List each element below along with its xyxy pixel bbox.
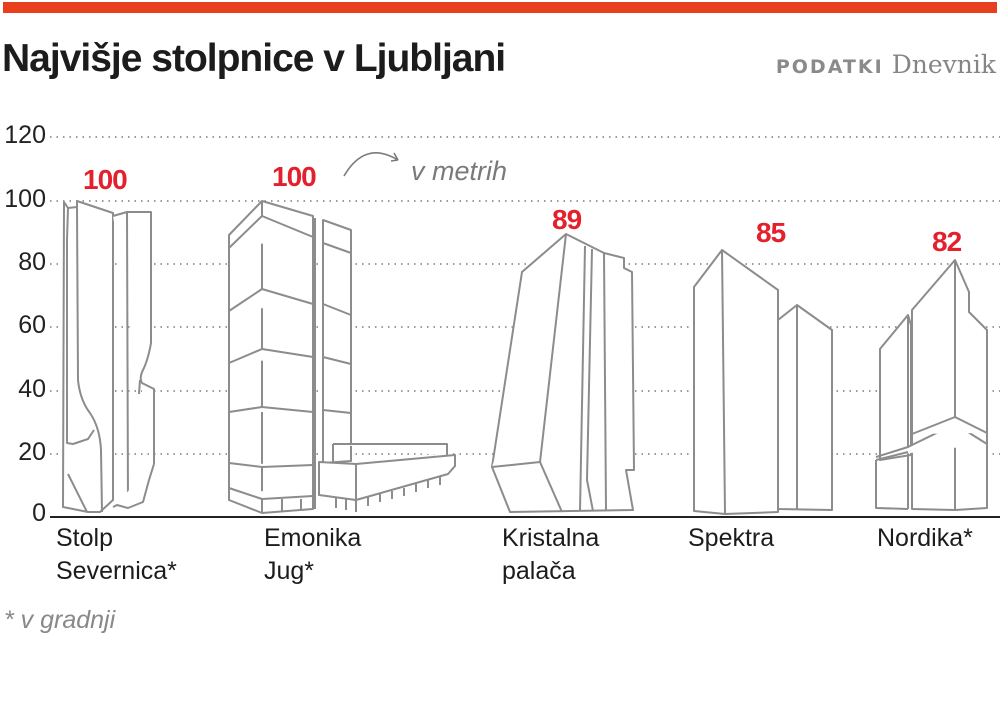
y-tick-0: 0: [32, 499, 46, 527]
category-label-spektra: Spektra: [688, 524, 775, 552]
unit-arrow-icon: [343, 152, 399, 177]
value-label-kristalna-palaca: 89: [552, 204, 582, 235]
building-kristalna-palaca: [491, 233, 635, 513]
unit-annotation: v metrih: [411, 156, 508, 186]
building-spektra: [693, 249, 833, 515]
value-label-stolp-severnica: 100: [83, 164, 128, 195]
category-label-stolp-severnica: Stolp Severnica*: [56, 524, 177, 585]
y-tick-20: 20: [18, 438, 46, 466]
y-tick-100: 100: [4, 185, 46, 213]
value-label-emonika-jug: 100: [272, 161, 317, 192]
y-tick-120: 120: [4, 121, 46, 149]
top-accent-bar: [3, 2, 997, 13]
chart-title: Najvišje stolpnice v Ljubljani: [2, 37, 506, 80]
building-emonika-jug: [228, 200, 456, 514]
footnote: * v gradnji: [4, 606, 116, 634]
y-tick-80: 80: [18, 248, 46, 276]
value-label-spektra: 85: [756, 217, 786, 248]
category-label-emonika-jug: Emonika Jug*: [264, 524, 362, 585]
brand-name: Dnevnik: [891, 50, 996, 79]
y-tick-40: 40: [18, 375, 46, 403]
brand-section: PODATKI: [775, 56, 884, 78]
category-label-nordika: Nordika*: [877, 524, 973, 552]
brand-logo: PODATKI Dnevnik: [776, 50, 996, 79]
building-stolp-severnica: [62, 200, 155, 513]
y-tick-60: 60: [18, 311, 46, 339]
category-label-kristalna-palaca: Kristalna palača: [502, 524, 600, 585]
value-label-nordika: 82: [932, 226, 962, 257]
building-nordika: [875, 259, 988, 511]
